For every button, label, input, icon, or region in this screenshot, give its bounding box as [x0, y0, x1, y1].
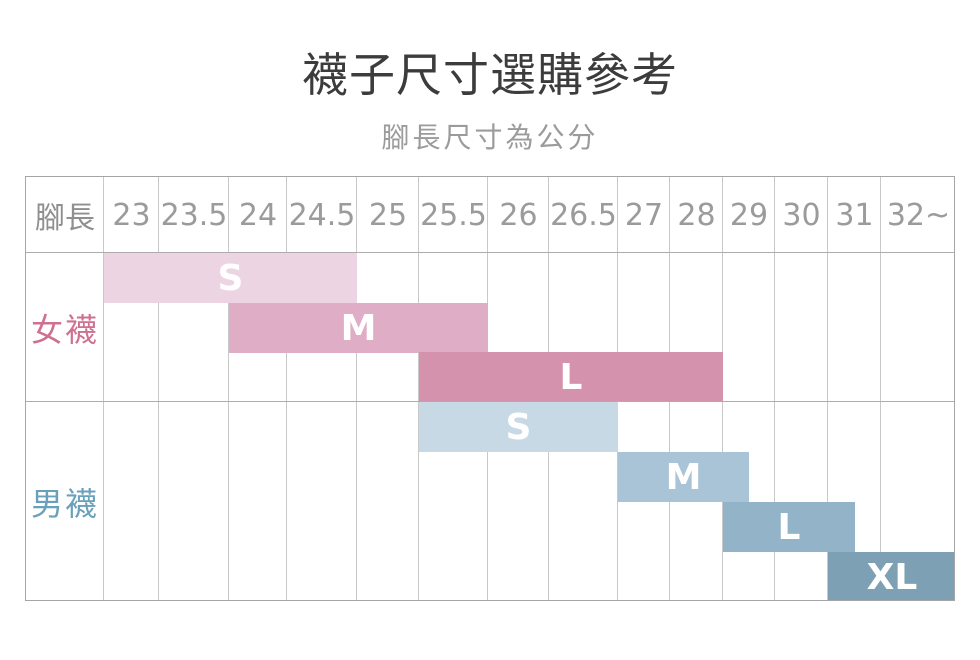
section-divider-line	[26, 401, 954, 402]
size-bar-women-s: S	[104, 253, 357, 303]
grid-column-line	[880, 177, 881, 600]
row-label-women: 女襪	[30, 310, 99, 349]
header-cell: 29	[729, 197, 769, 233]
corner-label-cell: 腳長	[35, 201, 95, 236]
chart-subtitle: 腳長尺寸為公分	[381, 121, 599, 154]
size-bar-men-m: M	[618, 452, 749, 502]
header-cell: 24	[238, 197, 278, 233]
header-cell: 26.5	[550, 197, 617, 233]
header-divider-line	[26, 252, 954, 253]
header-cell: 23	[112, 197, 151, 233]
grid-column-line	[103, 177, 104, 600]
header-cell: 25.5	[420, 197, 487, 233]
chart-title: 襪子尺寸選購參考	[302, 48, 678, 102]
grid-column-line	[158, 177, 159, 600]
header-cell: 30	[782, 197, 821, 233]
grid-column-line	[418, 177, 419, 600]
grid-column-line	[774, 177, 775, 600]
header-cell: 27	[624, 197, 664, 233]
size-bar-men-xl: XL	[828, 552, 954, 600]
header-cell: 32~	[886, 197, 951, 233]
header-cell: 31	[835, 197, 874, 233]
size-bar-men-s: S	[419, 402, 618, 452]
grid-column-line	[827, 177, 828, 600]
size-chart-table: 腳長 23 23.5 24 24.5 25 25.5 26 26.5 27 28 29 30 31 32~ 女…	[25, 176, 955, 601]
header-cell: 25	[368, 197, 408, 233]
grid-column-line	[356, 177, 357, 600]
header-cell: 24.5	[288, 197, 356, 233]
grid-column-line	[286, 177, 287, 600]
header-cell: 26	[499, 197, 538, 233]
header-cell: 28	[677, 197, 716, 233]
row-label-men: 男襪	[30, 485, 99, 523]
size-bar-women-l: L	[419, 352, 723, 402]
grid-column-line	[228, 177, 229, 600]
size-bar-men-l: L	[723, 502, 855, 552]
size-bar-women-m: M	[229, 303, 488, 353]
header-cell: 23.5	[160, 197, 228, 233]
